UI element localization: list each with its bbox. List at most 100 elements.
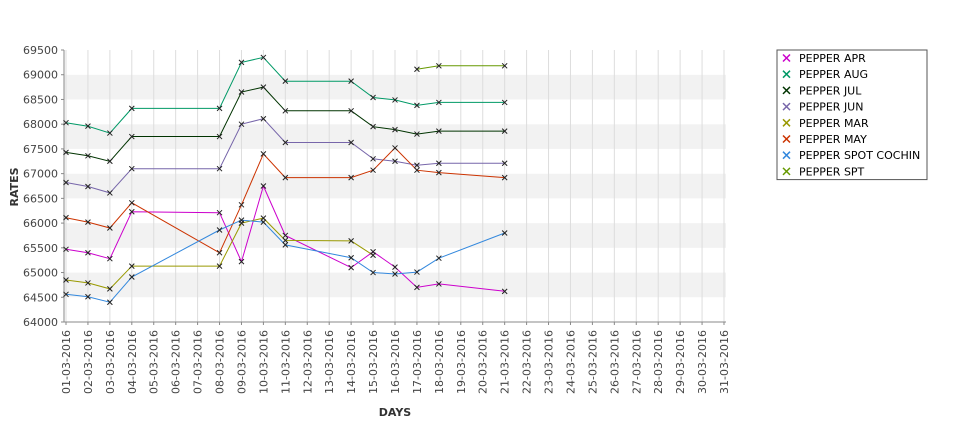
- marker-stroke: [282, 139, 289, 146]
- marker-stroke: [238, 89, 245, 95]
- marker-stroke: [238, 121, 245, 128]
- data-point-marker: [238, 121, 245, 128]
- data-point-marker: [260, 115, 267, 122]
- marker-stroke: [63, 119, 69, 126]
- y-tick-labels: 64000 64500 65000 65500 66000 66500 67000 67500…: [23, 44, 58, 329]
- marker-stroke: [436, 255, 442, 262]
- x-tick-label: 24-03-2016: [564, 330, 577, 394]
- data-point-marker: [414, 102, 420, 109]
- data-point-marker: [128, 133, 135, 140]
- data-point-marker: [282, 174, 289, 181]
- marker-stroke: [414, 102, 420, 109]
- x-tick-label: 30-03-2016: [696, 330, 709, 394]
- marker-stroke: [348, 78, 354, 85]
- marker-stroke: [128, 263, 135, 269]
- marker-stroke: [85, 152, 91, 159]
- marker-stroke: [260, 151, 267, 157]
- marker-stroke: [370, 155, 376, 162]
- data-point-marker: [282, 232, 289, 239]
- series-line: [65, 118, 505, 194]
- x-tick-label: 17-03-2016: [411, 330, 424, 394]
- marker-stroke: [107, 255, 113, 262]
- data-point-marker: [392, 145, 398, 151]
- data-point-marker: [501, 62, 508, 69]
- marker-stroke: [501, 288, 508, 295]
- data-point-marker: [414, 131, 420, 137]
- marker-stroke: [436, 128, 442, 134]
- x-tick-label: 15-03-2016: [367, 330, 380, 394]
- data-point-marker: [260, 219, 267, 225]
- marker-stroke: [216, 165, 223, 172]
- data-point-marker: [128, 274, 135, 280]
- marker-stroke: [501, 160, 508, 167]
- series-line: [65, 219, 505, 303]
- marker-stroke: [238, 258, 245, 265]
- y-tick-label: 67000: [23, 168, 58, 181]
- marker-stroke: [260, 84, 267, 90]
- data-point-marker: [63, 179, 69, 186]
- data-point-marker: [238, 201, 245, 208]
- legend-item: PEPPER SPT: [782, 165, 865, 178]
- marker-stroke: [414, 131, 420, 137]
- data-point-marker: [216, 263, 223, 269]
- marker-stroke: [348, 264, 354, 271]
- x-axis-title: DAYS: [379, 406, 412, 419]
- marker-stroke: [128, 133, 135, 140]
- x-tick-label: 03-03-2016: [104, 330, 117, 394]
- data-point-marker: [436, 169, 442, 176]
- data-point-marker: [216, 227, 223, 233]
- data-point-marker: [436, 160, 442, 167]
- y-tick-label: 66500: [23, 192, 58, 205]
- legend-swatch: [782, 70, 791, 79]
- data-point-marker: [436, 255, 442, 262]
- legend-item: PEPPER MAR: [782, 117, 869, 130]
- x-tick-label: 26-03-2016: [608, 330, 621, 394]
- marker-stroke: [85, 183, 91, 190]
- marker-stroke: [282, 237, 289, 244]
- legend-swatch: [782, 118, 791, 127]
- data-point-marker: [282, 237, 289, 244]
- marker-stroke: [128, 199, 135, 206]
- marker-stroke: [107, 158, 113, 165]
- marker-stroke: [85, 280, 91, 286]
- legend-label: PEPPER SPOT COCHIN: [799, 149, 920, 162]
- x-tick-label: 02-03-2016: [82, 330, 95, 394]
- marker-stroke: [370, 94, 376, 101]
- y-tick-label: 65500: [23, 242, 58, 255]
- data-point-marker: [128, 208, 135, 215]
- data-point-marker: [348, 139, 354, 146]
- y-tick-label: 69500: [23, 44, 58, 57]
- marker-stroke: [128, 105, 135, 112]
- marker-stroke: [107, 299, 113, 306]
- series-line: [65, 86, 505, 162]
- marker-stroke: [85, 249, 91, 256]
- x-tick-label: 21-03-2016: [499, 330, 512, 394]
- data-point-marker: [85, 183, 91, 190]
- marker-stroke: [282, 241, 289, 248]
- marker-stroke: [414, 162, 420, 169]
- data-point-marker: [348, 238, 354, 244]
- marker-stroke: [128, 208, 135, 215]
- y-axis-title: RATES: [8, 167, 21, 206]
- marker-stroke: [501, 174, 508, 181]
- data-point-marker: [370, 252, 376, 259]
- data-point-marker: [501, 288, 508, 295]
- data-point-marker: [282, 139, 289, 146]
- data-point-marker: [501, 160, 508, 167]
- series-line: [65, 147, 505, 254]
- data-point-marker: [392, 271, 398, 277]
- data-point-marker: [85, 249, 91, 256]
- marker-stroke: [348, 254, 354, 261]
- legend-item: PEPPER AUG: [782, 68, 868, 81]
- x-tick-label: 31-03-2016: [718, 330, 731, 394]
- marker-stroke: [392, 126, 398, 133]
- x-tick-label: 20-03-2016: [477, 330, 490, 394]
- x-tick-label: 08-03-2016: [214, 330, 227, 394]
- data-point-marker: [501, 174, 508, 181]
- data-point-marker: [436, 281, 442, 287]
- legend-item: PEPPER JUN: [782, 101, 863, 114]
- data-point-marker: [370, 123, 376, 130]
- data-point-marker: [260, 84, 267, 90]
- marker-stroke: [501, 62, 508, 69]
- marker-stroke: [107, 286, 113, 292]
